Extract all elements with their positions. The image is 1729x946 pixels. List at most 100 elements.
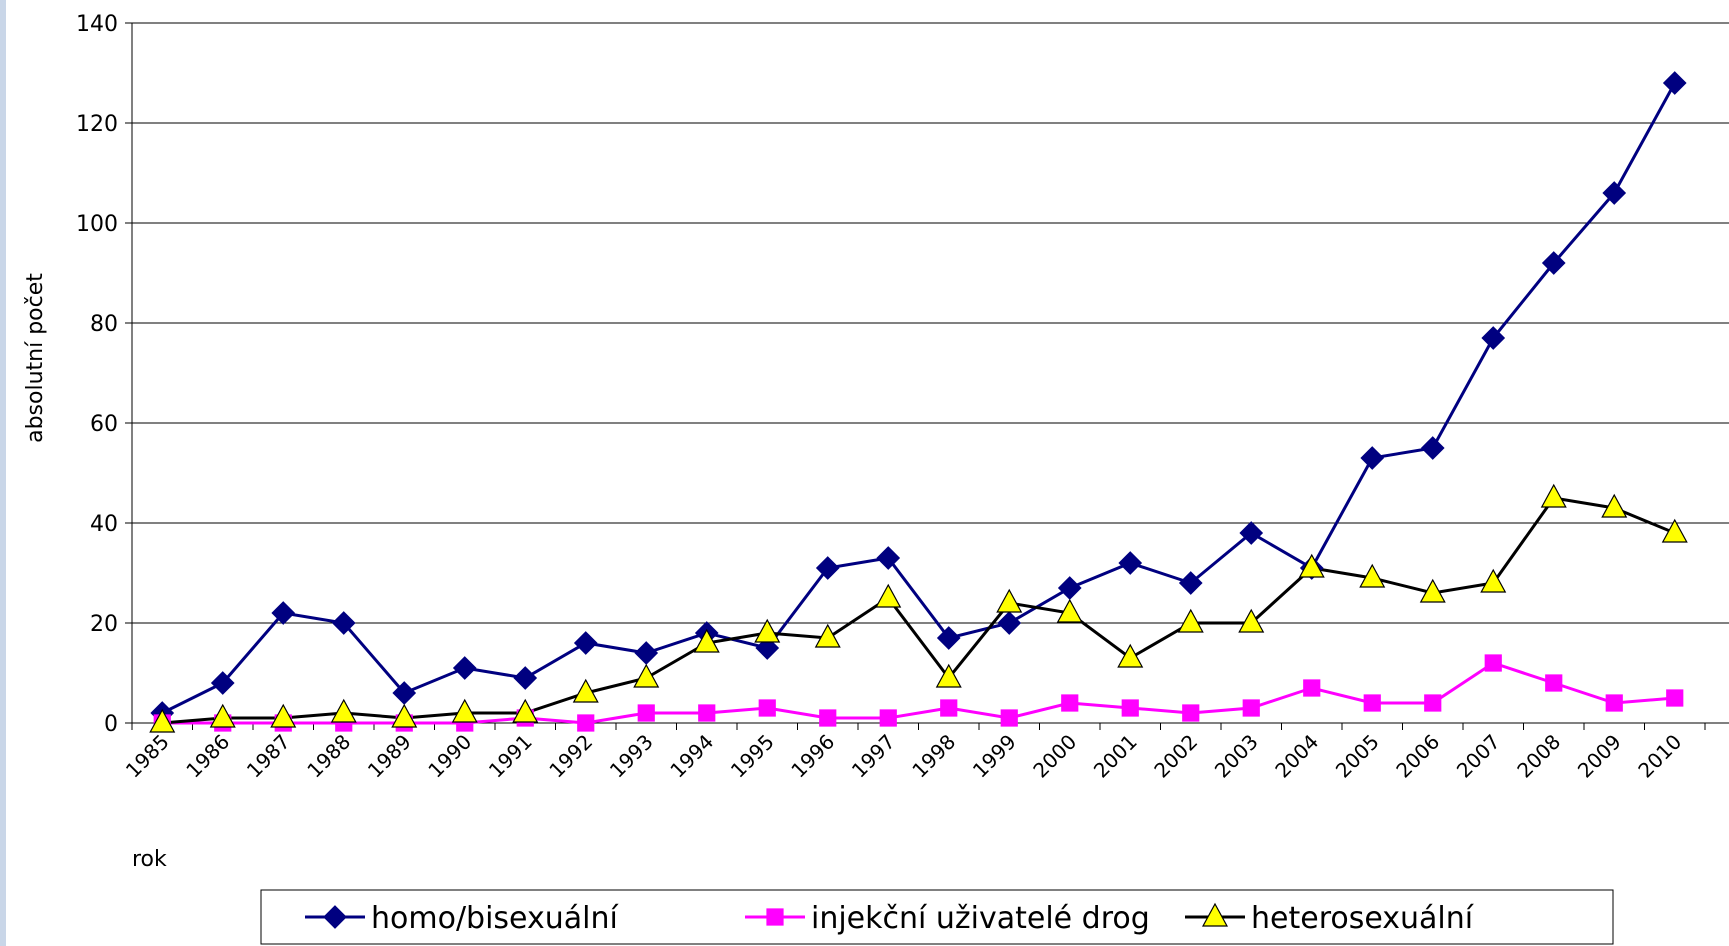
data-point	[1601, 493, 1628, 518]
data-point	[693, 628, 720, 653]
series-line	[162, 661, 1675, 725]
data-point	[1360, 446, 1385, 470]
data-point	[637, 704, 655, 722]
data-point	[1303, 679, 1321, 697]
data-point	[1363, 694, 1381, 712]
x-tick-label: 2000	[1028, 730, 1081, 783]
data-point	[577, 714, 595, 732]
x-tick-label: 2010	[1633, 730, 1686, 783]
data-point	[1117, 643, 1144, 668]
y-tick-label: 0	[104, 712, 118, 737]
x-tick-label: 2006	[1391, 730, 1444, 783]
x-tick-label: 1997	[847, 730, 900, 783]
x-tick-label: 1988	[302, 730, 355, 783]
series-line	[162, 496, 1676, 725]
y-axis-title: absolutní počet	[23, 273, 48, 443]
data-point	[1056, 598, 1083, 623]
legend-label: homo/bisexuální	[371, 901, 619, 936]
x-tick-label: 1991	[484, 730, 537, 783]
x-tick-label: 2001	[1089, 730, 1142, 783]
x-tick-label: 2004	[1270, 730, 1323, 783]
y-tick-label: 140	[76, 12, 118, 37]
x-tick-label: 1998	[907, 730, 960, 783]
data-point	[936, 626, 961, 650]
x-tick-label: 1994	[665, 730, 718, 783]
data-point	[270, 703, 297, 728]
data-point	[1420, 436, 1445, 460]
data-point	[210, 671, 235, 695]
data-point	[1000, 709, 1018, 727]
x-tick-label: 2009	[1573, 730, 1626, 783]
data-point	[512, 698, 539, 723]
data-point	[451, 698, 478, 723]
data-point	[997, 611, 1022, 635]
data-point	[1298, 553, 1325, 578]
data-point	[1177, 608, 1204, 633]
y-tick-label: 40	[90, 512, 118, 537]
data-point	[1359, 563, 1386, 588]
y-tick-label: 120	[76, 112, 118, 137]
x-tick-label: 1985	[121, 730, 174, 783]
data-point	[1419, 578, 1446, 603]
data-point	[573, 631, 598, 655]
data-point	[1484, 654, 1502, 672]
data-point	[1540, 483, 1567, 508]
data-point	[1480, 568, 1507, 593]
x-tick-label: 1989	[363, 730, 416, 783]
data-point	[1662, 71, 1687, 95]
data-point	[633, 663, 660, 688]
data-point	[1424, 694, 1442, 712]
data-point	[1061, 694, 1079, 712]
legend-marker	[323, 905, 347, 929]
y-tick-label: 80	[90, 312, 118, 337]
data-point	[1057, 576, 1082, 600]
data-point	[1239, 521, 1264, 545]
data-point	[996, 588, 1023, 613]
legend	[260, 889, 1614, 945]
x-tick-label: 2002	[1149, 730, 1202, 783]
data-point	[1121, 699, 1139, 717]
x-tick-label: 1999	[968, 730, 1021, 783]
x-tick-label: 2005	[1331, 730, 1384, 783]
data-point	[876, 546, 901, 570]
y-tick-label: 20	[90, 612, 118, 637]
data-point	[572, 678, 599, 703]
y-tick-label: 100	[76, 212, 118, 237]
data-point	[1545, 674, 1563, 692]
data-point	[634, 641, 659, 665]
data-point	[1605, 694, 1623, 712]
data-point	[1481, 326, 1506, 350]
data-point	[391, 703, 418, 728]
data-point	[452, 656, 477, 680]
data-point	[1118, 551, 1143, 575]
data-point	[209, 703, 236, 728]
left-strip	[0, 0, 6, 946]
data-point	[754, 618, 781, 643]
x-tick-label: 2008	[1512, 730, 1565, 783]
legend-label: injekční uživatelé drog	[811, 901, 1150, 936]
data-point	[271, 601, 296, 625]
x-tick-label: 1986	[181, 730, 234, 783]
data-point	[815, 556, 840, 580]
x-tick-label: 1987	[242, 730, 295, 783]
series-line	[161, 82, 1677, 715]
data-point	[819, 709, 837, 727]
data-point	[879, 709, 897, 727]
x-tick-label: 2007	[1452, 730, 1505, 783]
x-tick-label: 1990	[423, 730, 476, 783]
data-point	[814, 623, 841, 648]
data-point	[1661, 518, 1688, 543]
data-point	[698, 704, 716, 722]
data-point	[1666, 689, 1684, 707]
x-tick-label: 1992	[544, 730, 597, 783]
data-point	[513, 666, 538, 690]
data-point	[758, 699, 776, 717]
data-point	[940, 699, 958, 717]
data-point	[330, 698, 357, 723]
x-tick-label: 2003	[1210, 730, 1263, 783]
x-axis-title: rok	[132, 847, 167, 872]
legend-marker	[766, 908, 784, 926]
x-tick-label: 1996	[786, 730, 839, 783]
x-tick-label: 1993	[605, 730, 658, 783]
x-tick-label: 1995	[726, 730, 779, 783]
